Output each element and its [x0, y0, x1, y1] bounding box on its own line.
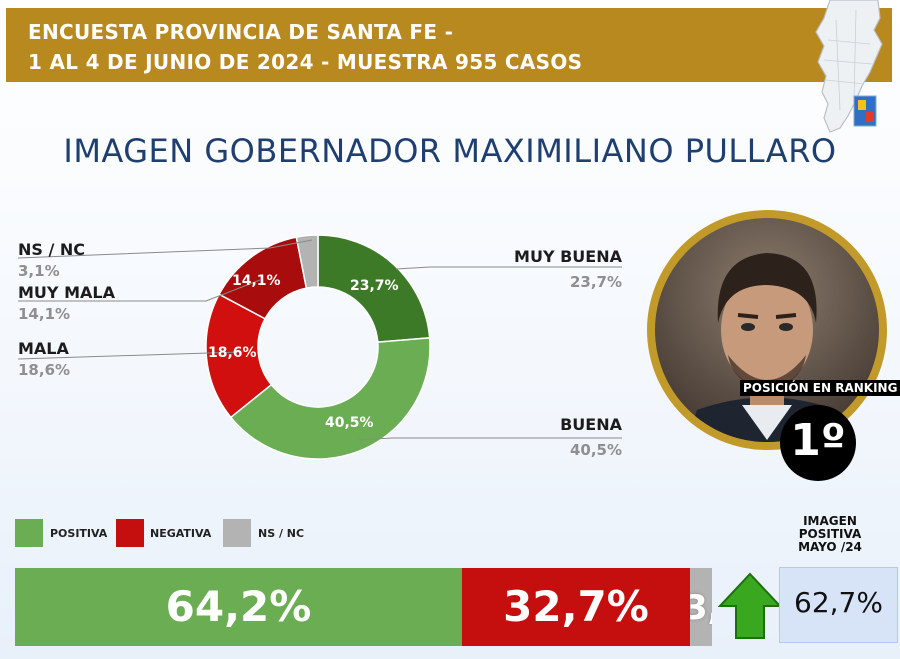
- up-arrow-icon: [718, 572, 782, 639]
- bar-segment-negativa: 32,7%: [462, 568, 690, 646]
- bar-label-ns-nc: 3,1%: [690, 588, 712, 628]
- leader-line-muy-buena: [395, 266, 622, 270]
- ranking-badge: 1º: [780, 405, 856, 481]
- slice-ns-nc: [295, 234, 319, 290]
- slice-label-buena: 40,5%: [325, 415, 374, 431]
- label-ns-nc: NS / NC: [18, 240, 86, 259]
- leader-line-mala: [17, 351, 241, 360]
- slice-muy-buena: [317, 234, 431, 343]
- comparison-value: 62,7%: [794, 586, 883, 619]
- donut-leader-lines: [17, 239, 622, 441]
- legend-label-positiva: POSITIVA: [50, 527, 108, 540]
- header-band: [6, 8, 892, 82]
- label-buena: BUENA: [560, 415, 622, 434]
- legend-swatch-ns-nc: [223, 519, 251, 547]
- value-buena: 40,5%: [569, 441, 622, 459]
- legend-label-negativa: NEGATIVA: [150, 527, 212, 540]
- comparison-label: IMAGEN POSITIVA MAYO /24: [770, 515, 890, 554]
- ranking-label: POSICIÓN EN RANKING: [740, 380, 900, 396]
- slice-label-muy-buena: 23,7%: [350, 278, 399, 294]
- bar-segment-ns-nc: 3,1%: [690, 568, 712, 646]
- value-mala: 18,6%: [18, 361, 71, 379]
- leader-line-muy-mala: [18, 279, 261, 302]
- slice-buena: [229, 337, 431, 460]
- value-muy-buena: 23,7%: [569, 273, 622, 291]
- slice-label-muy-mala: 14,1%: [232, 273, 281, 289]
- bar-label-positiva: 64,2%: [165, 582, 312, 631]
- survey-header-line-1: ENCUESTA PROVINCIA DE SANTA FE -: [28, 20, 454, 44]
- slice-label-mala: 18,6%: [208, 345, 257, 361]
- legend-swatch-negativa: [116, 519, 144, 547]
- label-muy-buena: MUY BUENA: [514, 247, 622, 266]
- bar-label-negativa: 32,7%: [503, 582, 649, 631]
- ranking-position: 1º: [790, 415, 846, 466]
- legend-label-ns-nc: NS / NC: [258, 527, 305, 540]
- main-title: IMAGEN GOBERNADOR MAXIMILIANO PULLARO: [63, 132, 837, 170]
- value-muy-mala: 14,1%: [18, 305, 71, 323]
- comparison-label-line-2: POSITIVA: [798, 527, 862, 541]
- santa-fe-map-icon: [815, 0, 883, 133]
- leader-line-ns-nc: [17, 239, 313, 259]
- comparison-label-line-1: IMAGEN: [803, 514, 857, 528]
- leader-line-buena: [357, 437, 622, 441]
- label-mala: MALA: [18, 339, 69, 358]
- label-muy-mala: MUY MALA: [18, 283, 115, 302]
- comparison-box: 62,7%: [779, 567, 898, 643]
- survey-header-line-2: 1 AL 4 DE JUNIO DE 2024 - MUESTRA 955 CA…: [28, 50, 583, 74]
- value-ns-nc: 3,1%: [18, 262, 60, 280]
- comparison-label-line-3: MAYO /24: [798, 540, 862, 554]
- donut-slices: [205, 234, 431, 460]
- legend-swatch-positiva: [15, 519, 43, 547]
- bar-segment-positiva: 64,2%: [15, 568, 462, 646]
